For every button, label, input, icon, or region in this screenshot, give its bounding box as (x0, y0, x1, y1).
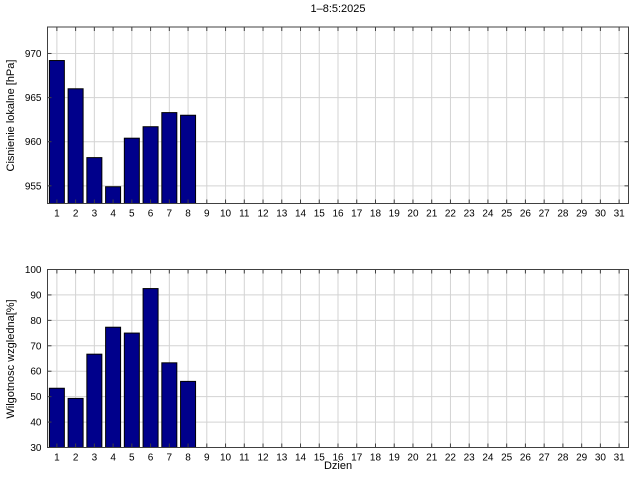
x-tick-label: 24 (482, 453, 494, 464)
y-tick-label: 60 (30, 367, 42, 378)
x-tick-label: 7 (167, 453, 173, 464)
x-tick-label: 21 (426, 453, 438, 464)
x-tick-label: 22 (445, 209, 457, 220)
x-tick-label: 18 (370, 209, 382, 220)
x-tick-label: 4 (110, 453, 116, 464)
x-tick-label: 8 (185, 209, 191, 220)
bar (67, 88, 84, 204)
bar (161, 362, 178, 448)
bar (180, 114, 197, 204)
x-tick-label: 28 (557, 453, 569, 464)
x-tick-label: 6 (148, 209, 154, 220)
bar (105, 326, 122, 449)
x-tick-label: 20 (407, 209, 419, 220)
x-tick-label: 6 (148, 453, 154, 464)
x-tick-label: 11 (239, 453, 250, 464)
y-tick-label: 955 (25, 181, 42, 192)
x-tick-label: 23 (464, 453, 476, 464)
x-tick-label: 1 (54, 453, 60, 464)
humidity-chart: 1 2 3 4 5 6 7 8 9 10 11 12 13 14 15 16 17 18 19 20 21 22 23 24 2… (25, 265, 629, 464)
x-tick-label: 30 (595, 453, 607, 464)
y-tick-label: 100 (25, 265, 42, 276)
x-axis-label: Dzien (323, 460, 353, 472)
x-tick-label: 16 (332, 209, 344, 220)
x-tick-label: 12 (257, 209, 269, 220)
y-tick-label: 70 (30, 341, 42, 352)
x-tick-label: 15 (314, 209, 326, 220)
y-tick-label: 960 (25, 137, 42, 148)
x-tick-label: 25 (501, 453, 513, 464)
x-tick-label: 13 (276, 453, 288, 464)
x-tick-label: 7 (167, 209, 173, 220)
x-tick-label: 31 (614, 453, 626, 464)
bar (67, 397, 84, 448)
x-tick-label: 19 (389, 453, 401, 464)
x-tick-label: 19 (389, 209, 401, 220)
bar (142, 126, 159, 204)
x-tick-label: 3 (92, 453, 98, 464)
x-tick-label: 29 (576, 209, 588, 220)
bar (48, 60, 65, 204)
bar (123, 137, 140, 205)
x-tick-label: 26 (520, 209, 532, 220)
x-tick-label: 11 (239, 209, 250, 220)
chart-title: 1–8:5:2025 (310, 3, 366, 15)
y-tick-label: 970 (25, 49, 42, 60)
x-tick-label: 10 (220, 453, 232, 464)
bar (48, 387, 65, 449)
y-tick-label: 80 (30, 316, 42, 327)
y-tick-label: 40 (30, 418, 42, 429)
x-tick-label: 25 (501, 209, 513, 220)
x-tick-label: 10 (220, 209, 232, 220)
x-tick-label: 17 (351, 453, 363, 464)
x-tick-label: 21 (426, 209, 438, 220)
bar (180, 380, 197, 448)
pressure-chart: 1 2 3 4 5 6 7 8 9 10 11 12 13 14 15 16 17 18 19 20 21 22 23 24 2… (25, 26, 629, 220)
x-tick-label: 8 (185, 453, 191, 464)
x-tick-label: 14 (295, 209, 307, 220)
x-tick-label: 5 (129, 209, 135, 220)
bar (142, 288, 159, 449)
x-tick-label: 3 (92, 209, 98, 220)
x-tick-label: 4 (110, 209, 116, 220)
y-tick-label: 50 (30, 392, 42, 403)
x-tick-label: 9 (204, 453, 210, 464)
x-tick-label: 27 (539, 453, 551, 464)
bar (86, 353, 103, 449)
x-tick-label: 29 (576, 453, 588, 464)
x-tick-label: 13 (276, 209, 288, 220)
x-tick-label: 23 (464, 209, 476, 220)
x-tick-label: 30 (595, 209, 607, 220)
x-tick-label: 20 (407, 453, 419, 464)
x-tick-label: 22 (445, 453, 457, 464)
x-tick-label: 31 (614, 209, 626, 220)
x-tick-label: 14 (295, 453, 307, 464)
x-tick-label: 15 (314, 453, 326, 464)
bar (161, 112, 178, 204)
bar (86, 157, 103, 204)
x-tick-label: 12 (257, 453, 269, 464)
bar (123, 332, 140, 449)
x-tick-label: 1 (54, 209, 60, 220)
x-tick-label: 9 (204, 209, 210, 220)
x-tick-label: 24 (482, 209, 494, 220)
y-tick-label: 90 (30, 290, 42, 301)
x-tick-label: 27 (539, 209, 551, 220)
x-tick-label: 2 (73, 453, 79, 464)
x-tick-label: 5 (129, 453, 135, 464)
y-tick-label: 965 (25, 93, 42, 104)
x-tick-label: 2 (73, 209, 79, 220)
x-tick-label: 28 (557, 209, 569, 220)
x-tick-label: 17 (351, 209, 363, 220)
x-tick-label: 16 (332, 453, 344, 464)
x-tick-label: 26 (520, 453, 532, 464)
y-tick-label: 30 (30, 443, 42, 454)
x-tick-label: 18 (370, 453, 382, 464)
